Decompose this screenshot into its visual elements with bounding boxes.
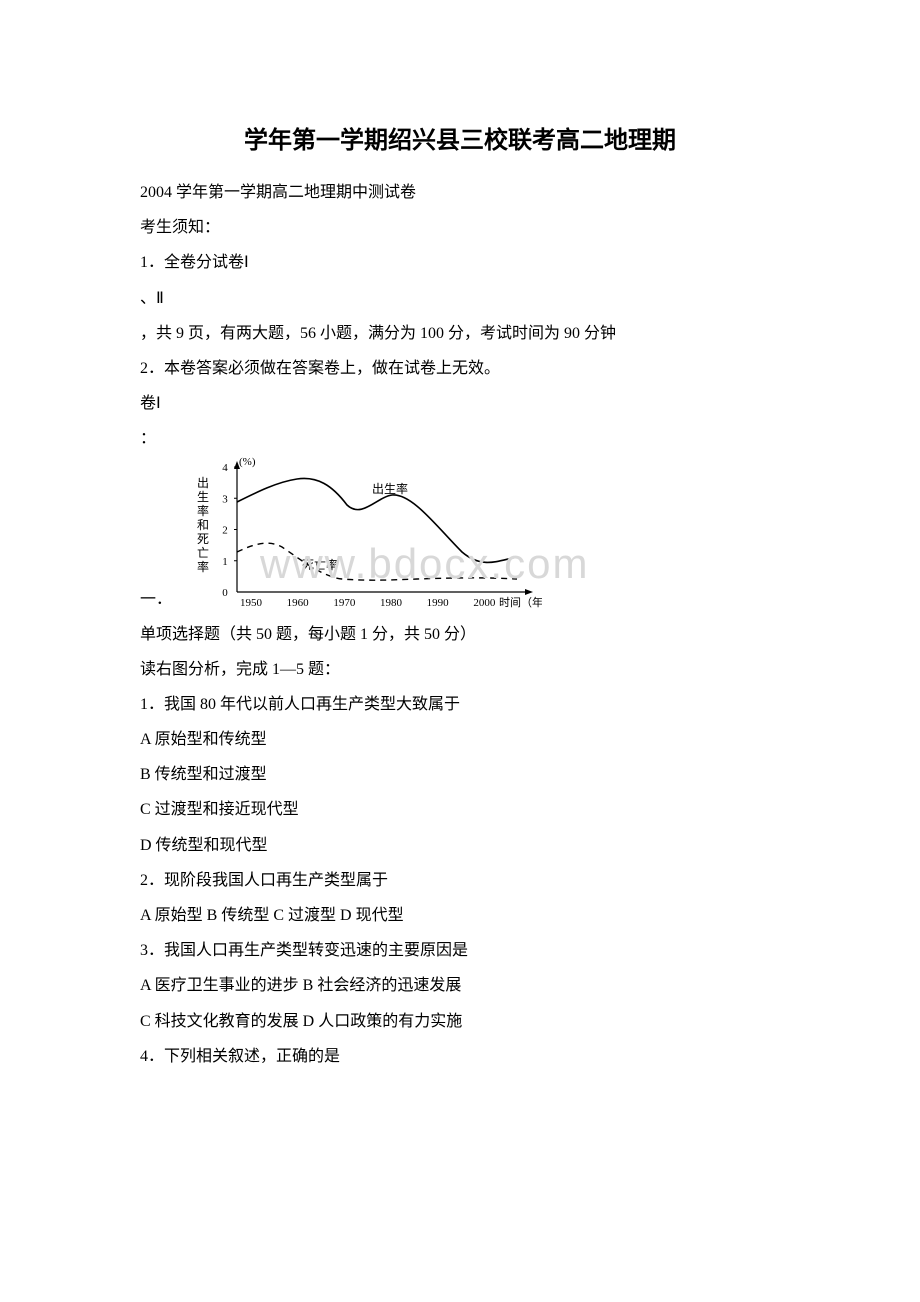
text-line: C 科技文化教育的发展 D 人口政策的有力实施 — [140, 1004, 780, 1039]
birth-death-chart: (%)出生率和死亡率01234195019601970198019902000时… — [182, 457, 542, 617]
svg-text:率: 率 — [197, 559, 209, 574]
text-line: D 传统型和现代型 — [140, 828, 780, 863]
text-line: 2004 学年第一学期高二地理期中测试卷 — [140, 175, 780, 210]
text-line: ，共 9 页，有两大题，56 小题，满分为 100 分，考试时间为 90 分钟 — [140, 316, 780, 351]
svg-text:1980: 1980 — [380, 597, 403, 609]
text-line: C 过渡型和接近现代型 — [140, 792, 780, 827]
svg-text:出生率: 出生率 — [372, 481, 408, 496]
text-line: 单项选择题（共 50 题，每小题 1 分，共 50 分） — [140, 617, 780, 652]
text-line: 2．本卷答案必须做在答案卷上，做在试卷上无效。 — [140, 351, 780, 386]
text-line: 1．我国 80 年代以前人口再生产类型大致属于 — [140, 687, 780, 722]
svg-text:1: 1 — [222, 555, 228, 567]
svg-text:1950: 1950 — [240, 597, 263, 609]
svg-text:出: 出 — [197, 476, 209, 490]
text-line: 1．全卷分试卷Ⅰ — [140, 245, 780, 280]
page-title: 学年第一学期绍兴县三校联考高二地理期 — [140, 120, 780, 155]
svg-text:4: 4 — [222, 462, 228, 474]
text-line: 4．下列相关叙述，正确的是 — [140, 1039, 780, 1074]
text-line: 卷Ⅰ — [140, 386, 780, 421]
text-line: 、Ⅱ — [140, 281, 780, 316]
text-line: 2．现阶段我国人口再生产类型属于 — [140, 863, 780, 898]
svg-text:率: 率 — [197, 503, 209, 518]
text-line: B 传统型和过渡型 — [140, 757, 780, 792]
svg-text:生: 生 — [197, 490, 209, 504]
section-prefix: 一． — [140, 585, 182, 617]
svg-text:2: 2 — [222, 524, 228, 536]
svg-text:1990: 1990 — [427, 597, 450, 609]
svg-text:时间（年）: 时间（年） — [499, 595, 542, 609]
svg-text:死: 死 — [197, 532, 209, 546]
line-chart-svg: (%)出生率和死亡率01234195019601970198019902000时… — [182, 457, 542, 617]
svg-text:(%): (%) — [239, 457, 256, 468]
svg-text:0: 0 — [222, 587, 228, 599]
text-line: A 原始型 B 传统型 C 过渡型 D 现代型 — [140, 898, 780, 933]
svg-text:1970: 1970 — [333, 597, 356, 609]
text-line: 3．我国人口再生产类型转变迅速的主要原因是 — [140, 933, 780, 968]
svg-text:和: 和 — [197, 518, 209, 532]
text-line: A 医疗卫生事业的进步 B 社会经济的迅速发展 — [140, 968, 780, 1003]
svg-text:亡: 亡 — [197, 546, 209, 560]
text-line: A 原始型和传统型 — [140, 722, 780, 757]
text-line: 考生须知： — [140, 210, 780, 245]
text-line: ： — [140, 421, 780, 456]
svg-text:3: 3 — [222, 493, 228, 505]
svg-text:死亡率: 死亡率 — [302, 557, 338, 572]
text-line: 读右图分析，完成 1—5 题： — [140, 652, 780, 687]
chart-row: 一． (%)出生率和死亡率012341950196019701980199020… — [140, 457, 780, 617]
svg-text:1960: 1960 — [287, 597, 310, 609]
svg-text:2000: 2000 — [473, 597, 496, 609]
